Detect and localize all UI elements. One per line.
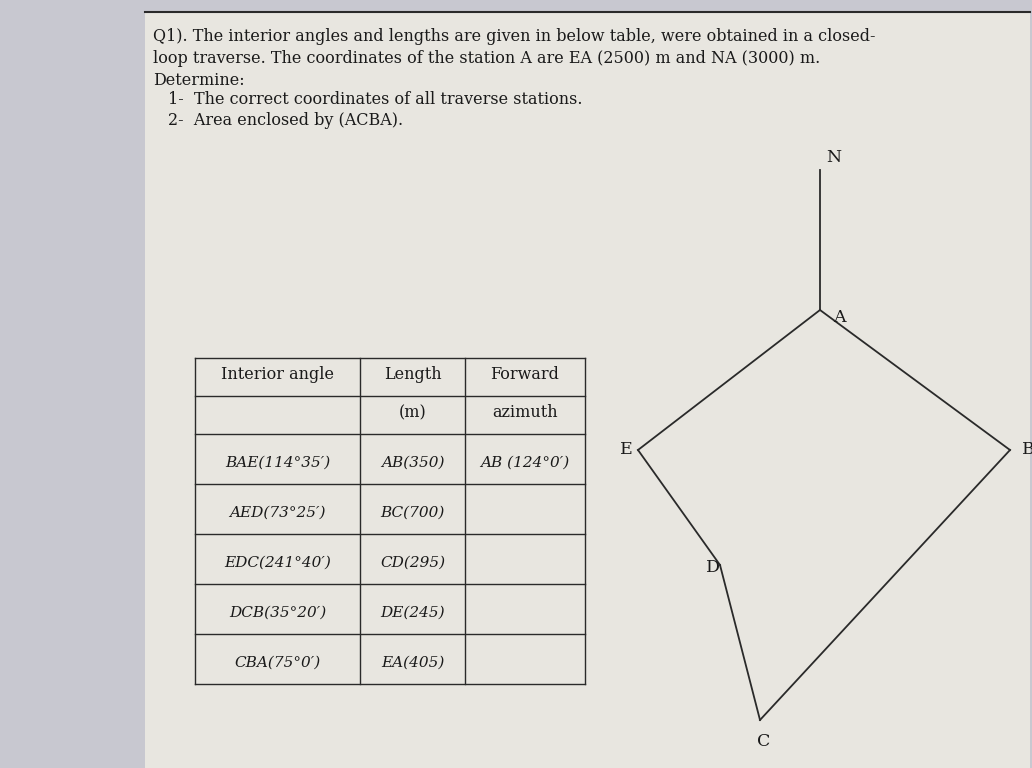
Text: Forward: Forward	[490, 366, 559, 383]
Text: DCB(35°20′): DCB(35°20′)	[229, 606, 326, 620]
Text: BC(700): BC(700)	[381, 506, 445, 520]
Text: EA(405): EA(405)	[381, 656, 444, 670]
Text: Length: Length	[384, 366, 442, 383]
Text: AB(350): AB(350)	[381, 456, 444, 470]
Text: loop traverse. The coordinates of the station A are EA (2500) m and NA (3000) m.: loop traverse. The coordinates of the st…	[153, 50, 820, 67]
Text: (m): (m)	[398, 404, 426, 421]
Text: N: N	[826, 150, 841, 167]
Text: DE(245): DE(245)	[380, 606, 445, 620]
Text: azimuth: azimuth	[492, 404, 558, 421]
Text: CD(295): CD(295)	[380, 556, 445, 570]
Text: 2-  Area enclosed by (ACBA).: 2- Area enclosed by (ACBA).	[168, 112, 404, 129]
Bar	[146, 12, 1030, 768]
Text: BAE(114°35′): BAE(114°35′)	[225, 456, 330, 470]
Text: A: A	[833, 310, 845, 326]
Text: B: B	[1022, 442, 1032, 458]
Text: Q1). The interior angles and lengths are given in below table, were obtained in : Q1). The interior angles and lengths are…	[153, 28, 875, 45]
Text: 1-  The correct coordinates of all traverse stations.: 1- The correct coordinates of all traver…	[168, 91, 582, 108]
Text: CBA(75°0′): CBA(75°0′)	[234, 656, 321, 670]
Text: Determine:: Determine:	[153, 72, 245, 89]
Text: AED(73°25′): AED(73°25′)	[229, 506, 326, 520]
Text: D: D	[706, 558, 720, 575]
Text: AB (124°0′): AB (124°0′)	[480, 456, 570, 470]
Text: E: E	[620, 442, 633, 458]
Text: Interior angle: Interior angle	[221, 366, 334, 383]
Text: EDC(241°40′): EDC(241°40′)	[224, 556, 331, 570]
Text: C: C	[757, 733, 770, 750]
